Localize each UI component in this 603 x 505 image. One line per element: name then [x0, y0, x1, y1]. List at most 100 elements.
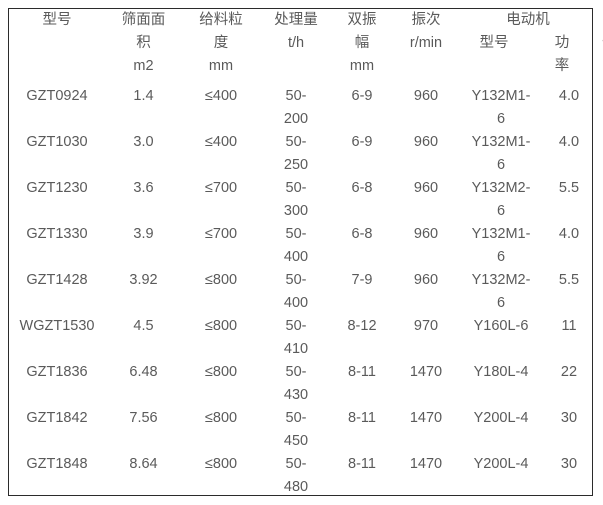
cell-capacity: 50- 450	[260, 407, 332, 453]
cell-motor-power: 5.5	[542, 177, 596, 223]
table-row: GZT14283.92≤80050-4007-9960Y132M2-65.50-…	[9, 269, 603, 315]
cell-motor-model: Y132M1- 6	[460, 223, 542, 269]
cell-capacity: 50- 250	[260, 131, 332, 177]
cell-screen-area-line-1: 3.9	[133, 226, 154, 242]
cell-amplitude: 8-11	[332, 453, 392, 499]
cell-angle-line-1: 0-	[596, 315, 603, 338]
cell-capacity-line-2: 250	[283, 157, 309, 173]
cell-capacity: 50- 400	[260, 223, 332, 269]
cell-capacity-line-1: 50-	[285, 272, 307, 288]
cell-motor-power: 22	[542, 361, 596, 407]
cell-angle-line-1: 0-	[596, 131, 603, 154]
cell-amplitude: 6-8	[332, 223, 392, 269]
cell-feed-size-line-1: ≤800	[204, 456, 238, 472]
cell-capacity-line-2: 430	[283, 387, 309, 403]
cell-capacity-line-1: 50-	[285, 410, 307, 426]
cell-motor-model-line-1: Y132M1-	[471, 134, 531, 150]
cell-screen-area: 3.9	[105, 223, 182, 269]
cell-model-line-1: GZT0924	[26, 88, 88, 104]
table-row: GZT18427.56≤80050-4508-111470Y200L-4300-…	[9, 407, 603, 453]
cell-angle-line-2: 15	[596, 200, 603, 223]
cell-motor-power-line-1: 30	[560, 410, 578, 426]
cell-motor-model-line-2: 6	[496, 203, 506, 219]
cell-angle-line-2: 15	[596, 338, 603, 361]
cell-frequency: 960	[392, 85, 460, 131]
cell-frequency: 1470	[392, 453, 460, 499]
cell-amplitude-line-1: 6-8	[351, 180, 373, 196]
header-model: 型号	[9, 9, 105, 85]
cell-angle-line-1: 0-	[596, 407, 603, 430]
cell-angle-line-1: 0-	[596, 177, 603, 200]
cell-screen-area-line-1: 7.56	[129, 410, 158, 426]
header-amplitude-line-1: 双振	[347, 12, 377, 28]
cell-amplitude-line-1: 6-9	[351, 134, 373, 150]
cell-model-line-1: GZT1330	[26, 226, 88, 242]
cell-motor-model-line-1: Y132M1-	[471, 88, 531, 104]
cell-model: GZT1030	[9, 131, 105, 177]
header-motor-power-line-2: 率	[554, 58, 570, 74]
cell-amplitude-line-1: 8-11	[348, 410, 376, 426]
cell-motor-model-line-1: Y180L-4	[473, 364, 529, 380]
cell-screen-area: 3.6	[105, 177, 182, 223]
cell-motor-model-line-1: Y132M2-	[471, 272, 531, 288]
cell-capacity-line-1: 50-	[285, 180, 307, 196]
cell-feed-size: ≤700	[182, 223, 260, 269]
cell-motor-model: Y132M2- 6	[460, 177, 542, 223]
header-frequency-line-1: 振次	[411, 12, 441, 28]
cell-screen-area-line-1: 3.6	[133, 180, 154, 196]
cell-motor-model: Y200L-4	[460, 453, 542, 499]
cell-amplitude: 6-9	[332, 85, 392, 131]
cell-capacity-line-1: 50-	[285, 226, 307, 242]
cell-motor-model-line-2: 6	[496, 157, 506, 173]
header-motor-group: 电动机 型号 功 率	[460, 9, 596, 85]
cell-model-line-1: GZT1030	[26, 134, 88, 150]
cell-feed-size: ≤700	[182, 177, 260, 223]
header-feed-size: 给料粒 度 mm	[182, 9, 260, 85]
cell-model: GZT1836	[9, 361, 105, 407]
header-motor-model-label: 型号	[479, 35, 509, 51]
header-angle: 倾角 °	[596, 9, 603, 85]
cell-capacity-line-2: 400	[283, 295, 309, 311]
cell-motor-power-line-1: 4.0	[558, 88, 580, 104]
cell-screen-area: 1.4	[105, 85, 182, 131]
cell-screen-area: 3.0	[105, 131, 182, 177]
header-frequency: 振次 r/min	[392, 9, 460, 85]
specification-table: 型号 筛面面 积 m2 给料粒 度 mm	[9, 9, 603, 499]
table-row: GZT18488.64≤80050-4808-111470Y200L-4300-…	[9, 453, 603, 499]
header-capacity-unit: t/h	[287, 35, 305, 51]
cell-angle-line-1: 0-	[596, 223, 603, 246]
table-row: GZT18366.48≤80050-4308-111470Y180L-4220-…	[9, 361, 603, 407]
cell-screen-area: 7.56	[105, 407, 182, 453]
header-motor-power: 功 率	[528, 32, 596, 78]
cell-motor-model-line-1: Y160L-6	[473, 318, 529, 334]
header-screen-area-unit: m2	[133, 58, 154, 74]
cell-feed-size-line-1: ≤800	[204, 364, 238, 380]
cell-frequency: 960	[392, 177, 460, 223]
cell-frequency: 1470	[392, 361, 460, 407]
cell-screen-area: 6.48	[105, 361, 182, 407]
header-motor-group-label: 电动机	[506, 12, 550, 28]
cell-motor-power: 30	[542, 453, 596, 499]
cell-amplitude: 8-11	[332, 361, 392, 407]
cell-model-line-1: GZT1428	[26, 272, 88, 288]
cell-capacity-line-1: 50-	[285, 364, 307, 380]
cell-capacity: 50- 410	[260, 315, 332, 361]
cell-capacity-line-2: 400	[283, 249, 309, 265]
cell-feed-size-line-1: ≤800	[204, 410, 238, 426]
cell-model-line-1: GZT1848	[26, 456, 88, 472]
cell-capacity-line-1: 50-	[285, 456, 307, 472]
cell-feed-size-line-1: ≤800	[204, 318, 238, 334]
cell-screen-area: 8.64	[105, 453, 182, 499]
cell-motor-model-line-1: Y132M1-	[471, 226, 531, 242]
cell-motor-model-line-2: 6	[496, 295, 506, 311]
cell-frequency: 960	[392, 131, 460, 177]
cell-motor-model-line-1: Y200L-4	[473, 456, 529, 472]
header-model-line-1: 型号	[42, 12, 72, 28]
cell-model: WGZT1530	[9, 315, 105, 361]
cell-amplitude-line-1: 7-9	[351, 272, 373, 288]
cell-feed-size: ≤800	[182, 453, 260, 499]
cell-feed-size-line-1: ≤800	[204, 272, 238, 288]
header-row: 型号 筛面面 积 m2 给料粒 度 mm	[9, 9, 603, 85]
cell-frequency: 970	[392, 315, 460, 361]
cell-model: GZT1842	[9, 407, 105, 453]
